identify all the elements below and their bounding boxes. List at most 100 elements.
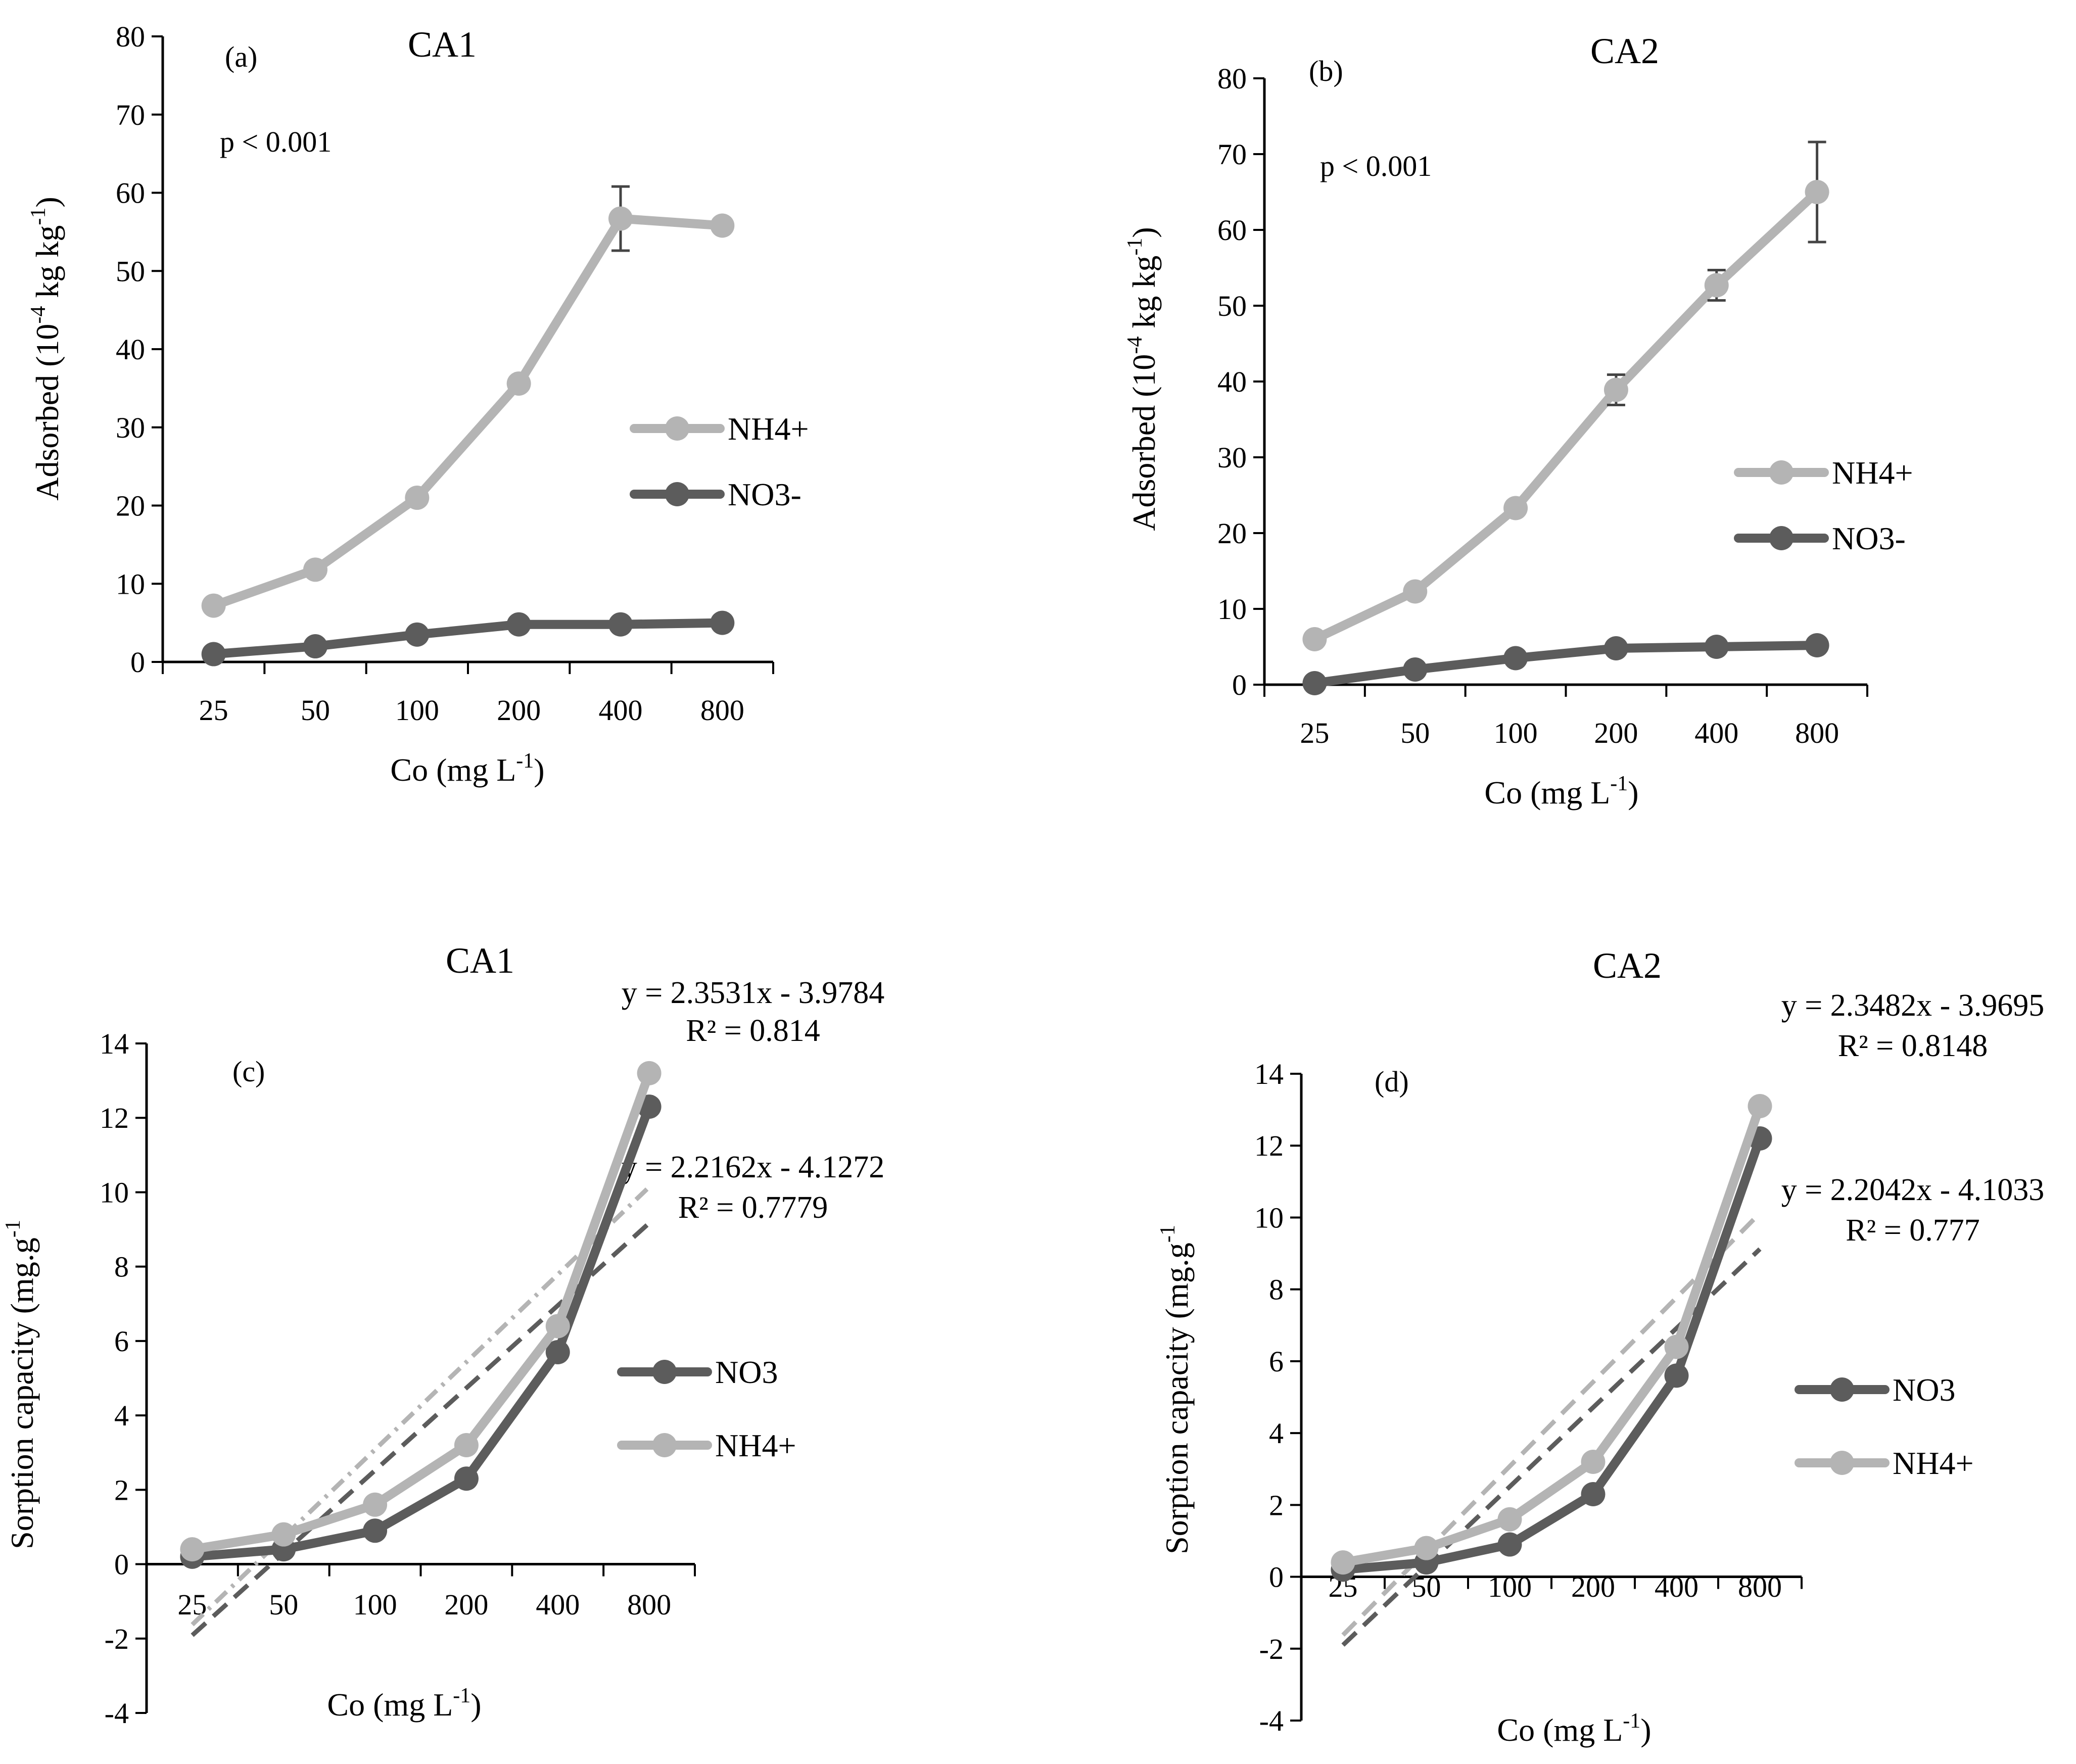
x-tick-label: 800 xyxy=(700,694,744,727)
y-tick-label: 0 xyxy=(1232,669,1247,701)
x-axis-label-base: Co (mg L xyxy=(1484,775,1610,811)
y-tick-label: 2 xyxy=(114,1473,129,1506)
data-point-nh4 xyxy=(1664,1334,1689,1359)
data-point-no3 xyxy=(303,634,327,659)
data-point-nh4 xyxy=(506,371,531,396)
x-tick-label: 800 xyxy=(627,1588,671,1621)
data-point-nh4 xyxy=(363,1492,388,1517)
chart-title: CA1 xyxy=(446,940,514,981)
y-axis-label: Adsorbed (10-4 kg kg-1) xyxy=(1123,227,1162,531)
legend-label: NO3 xyxy=(715,1354,778,1390)
panel-label: (b) xyxy=(1309,55,1343,87)
data-point-no3 xyxy=(1503,646,1528,671)
y-axis-label-sup: -1 xyxy=(1156,1225,1179,1243)
y-tick-label: 2 xyxy=(1269,1489,1284,1521)
legend-label: NO3- xyxy=(728,476,801,512)
y-axis-label-part: kg kg xyxy=(29,225,65,306)
y-tick-label: 40 xyxy=(116,333,145,366)
series-line-nh4 xyxy=(1310,187,1822,644)
x-axis-label-base: Co (mg L xyxy=(327,1687,453,1723)
legend-label: NH4+ xyxy=(715,1427,796,1463)
x-axis-label: Co (mg L-1) xyxy=(1484,772,1638,811)
data-point-no3 xyxy=(363,1518,388,1543)
y-axis-label: Sorption capacity (mg.g-1 xyxy=(1156,1225,1195,1554)
data-point-nh4 xyxy=(1331,1550,1355,1575)
x-tick-label: 400 xyxy=(536,1588,580,1621)
data-point-nh4 xyxy=(1403,579,1428,604)
y-tick-label: 14 xyxy=(100,1027,129,1060)
y-axis-label-sup: -1 xyxy=(2,1220,25,1237)
x-tick-label: 800 xyxy=(1738,1570,1782,1603)
p-value-annotation: p < 0.001 xyxy=(1320,150,1432,182)
x-axis-label-base: Co (mg L xyxy=(1497,1712,1623,1748)
x-tick-label: 25 xyxy=(199,694,228,727)
x-tick-label: 200 xyxy=(1594,717,1638,749)
data-point-nh4 xyxy=(545,1314,570,1339)
y-tick-label: 12 xyxy=(1254,1129,1284,1162)
legend-marker-nh4 xyxy=(652,1433,677,1457)
x-tick-label: 400 xyxy=(1655,1570,1698,1603)
x-tick-label: 100 xyxy=(353,1588,397,1621)
x-tick-label: 25 xyxy=(1300,717,1329,749)
data-point-nh4 xyxy=(1805,180,1829,204)
data-point-no3 xyxy=(545,1340,570,1364)
y-tick-label: 10 xyxy=(100,1176,129,1209)
x-axis-label-sup: -1 xyxy=(516,749,534,773)
y-tick-label: 8 xyxy=(114,1251,129,1283)
panel-label: (a) xyxy=(225,40,257,73)
data-point-nh4 xyxy=(454,1433,479,1457)
y-axis-label: Adsorbed (10-4 kg kg-1) xyxy=(27,197,65,500)
x-axis-label-tail: ) xyxy=(470,1687,481,1723)
series-line-no3 xyxy=(187,1102,654,1561)
data-point-no3 xyxy=(1581,1482,1606,1506)
data-point-nh4 xyxy=(608,206,633,231)
series-line-no3 xyxy=(1310,641,1822,688)
chart-title: CA2 xyxy=(1590,31,1659,71)
legend-label: NO3- xyxy=(1832,520,1906,556)
y-tick-label: 10 xyxy=(116,567,145,600)
series-line-no3 xyxy=(1338,1134,1765,1575)
y-axis-label-part: ) xyxy=(29,197,65,207)
x-axis-label-base: Co (mg L xyxy=(390,752,516,788)
y-tick-label: -4 xyxy=(1259,1704,1284,1737)
trendline-r2: R² = 0.7779 xyxy=(678,1190,828,1225)
y-tick-label: 8 xyxy=(1269,1273,1284,1306)
y-tick-label: 14 xyxy=(1254,1058,1284,1090)
panel-label: (c) xyxy=(232,1055,265,1088)
x-tick-label: 50 xyxy=(1400,717,1430,749)
p-value-annotation: p < 0.001 xyxy=(220,125,332,158)
y-tick-label: 12 xyxy=(100,1102,129,1134)
series-line-nh4 xyxy=(209,214,727,610)
data-point-no3 xyxy=(1403,657,1428,682)
y-tick-label: 40 xyxy=(1217,365,1247,398)
legend-marker-no3 xyxy=(652,1360,677,1384)
x-tick-label: 50 xyxy=(301,694,330,727)
y-axis-label-part: Adsorbed (10 xyxy=(29,324,65,501)
x-tick-label: 50 xyxy=(269,1588,298,1621)
y-tick-label: 50 xyxy=(1217,290,1247,322)
y-axis-label-part: Sorption capacity (mg.g xyxy=(4,1237,40,1549)
data-point-nh4 xyxy=(271,1522,296,1547)
x-tick-label: 100 xyxy=(1488,1570,1532,1603)
legend-marker-no3 xyxy=(1769,526,1794,550)
legend-label: NO3 xyxy=(1893,1372,1955,1408)
series-line-nh4 xyxy=(1338,1102,1765,1567)
x-axis-label: Co (mg L-1) xyxy=(327,1684,481,1723)
y-axis-label-sup: -1 xyxy=(1123,238,1147,256)
series-line-no3 xyxy=(209,618,727,659)
legend-marker-nh4 xyxy=(1830,1451,1854,1475)
chart-panel-b: 0 10 20 30 40 50 60 70 80 25 50 100 200 400 800 CA2 (b) p… xyxy=(1123,31,1913,811)
x-axis-label-sup: -1 xyxy=(1610,772,1628,795)
trendline-r2: R² = 0.814 xyxy=(686,1014,820,1048)
data-point-no3 xyxy=(1497,1532,1522,1557)
y-tick-label: 50 xyxy=(116,255,145,288)
y-axis-label-part: Adsorbed (10 xyxy=(1126,354,1162,531)
y-tick-label: 80 xyxy=(1217,62,1247,95)
legend-marker-no3 xyxy=(665,482,689,506)
data-point-nh4 xyxy=(1497,1507,1522,1532)
data-point-no3 xyxy=(710,610,735,635)
x-tick-label: 200 xyxy=(497,694,541,727)
y-axis-label-part: kg kg xyxy=(1126,256,1162,337)
data-point-nh4 xyxy=(1581,1450,1606,1474)
